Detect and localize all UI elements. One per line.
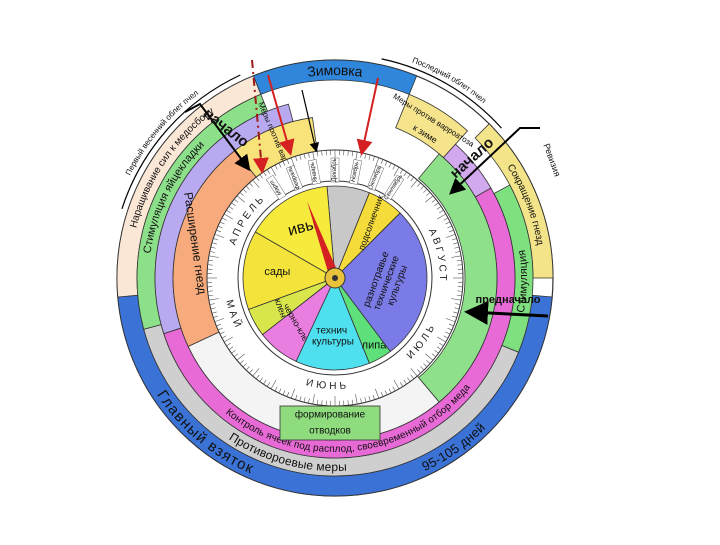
wintering-label-path: Зимовка: [306, 62, 363, 80]
wintering-label: Зимовка: [306, 62, 363, 80]
splits-label: отводков: [309, 426, 351, 437]
plant-label: технич культуры: [312, 325, 354, 347]
plant-label: сады: [264, 266, 290, 278]
splits-label: формирование: [295, 409, 366, 421]
revision-label: Ревизия: [541, 142, 562, 178]
hub-center: [332, 275, 338, 281]
small-month-label: Декабрь: [332, 158, 338, 183]
pre-start-label: предначало: [475, 294, 540, 306]
plant-label-line: технич: [316, 325, 350, 336]
plant-label-line: культуры: [312, 336, 354, 347]
